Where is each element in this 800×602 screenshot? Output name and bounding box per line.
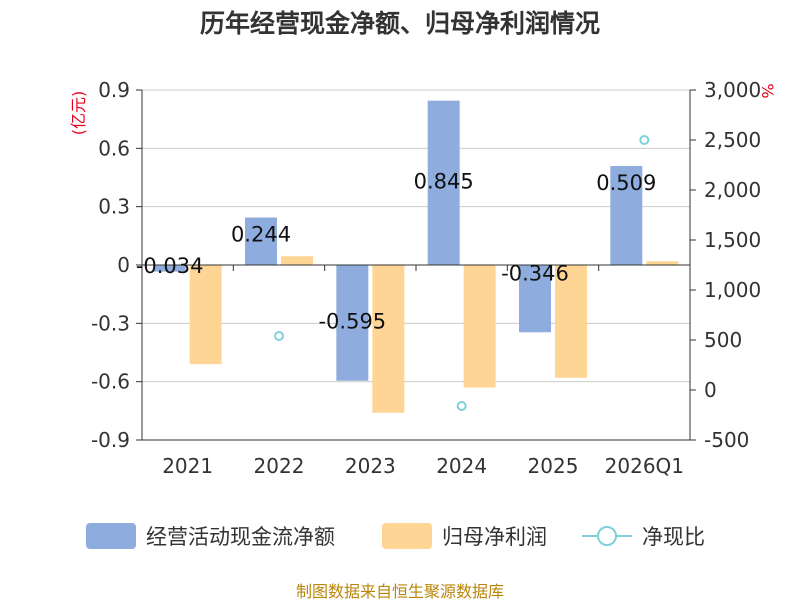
- chart-title: 历年经营现金净额、归母净利润情况: [199, 9, 600, 38]
- left-tick-label: 0.3: [98, 195, 130, 219]
- legend: 经营活动现金流净额 归母净利润 净现比: [86, 523, 705, 549]
- left-tick-label: 0.9: [98, 78, 130, 102]
- cashflow-data-label: -0.346: [501, 261, 569, 285]
- x-tick-label: 2026Q1: [605, 454, 684, 478]
- right-tick-label: 2,500: [704, 128, 761, 152]
- right-axis-unit: %: [758, 83, 777, 98]
- right-tick-label: 1,000: [704, 278, 761, 302]
- right-tick-label: 2,000: [704, 178, 761, 202]
- right-tick-label: 0: [704, 378, 717, 402]
- x-tick-label: 2023: [345, 454, 396, 478]
- netprofit-bar: [646, 261, 679, 265]
- ratio-points: [274, 135, 650, 411]
- data-labels: -0.034 0.244 -0.595 0.845 -0.346 0.509: [136, 170, 657, 334]
- cashflow-data-label: -0.034: [136, 254, 204, 278]
- legend-netprofit-label: 归母净利润: [442, 525, 547, 549]
- ratio-point: [639, 135, 650, 145]
- legend-ratio-marker: [597, 526, 617, 546]
- source-note: 制图数据来自恒生聚源数据库: [295, 582, 504, 601]
- cashflow-data-label: 0.244: [231, 223, 291, 247]
- cashflow-bar: [336, 265, 369, 381]
- cashflow-data-label: -0.595: [318, 310, 386, 334]
- right-tick-label: 500: [704, 328, 742, 352]
- cashflow-bar: [245, 217, 277, 265]
- bars: [153, 100, 679, 413]
- cashflow-data-label: 0.845: [414, 170, 474, 194]
- left-tick-label: -0.9: [91, 428, 130, 452]
- cashflow-bar: [153, 265, 186, 272]
- left-tick-label: -0.3: [91, 311, 130, 335]
- left-axis-unit: (亿元): [69, 91, 88, 136]
- x-tick-label: 2022: [254, 454, 305, 478]
- cashflow-bar: [610, 166, 643, 265]
- netprofit-bar: [463, 265, 496, 388]
- left-tick-label: -0.6: [91, 370, 130, 394]
- legend-cashflow-swatch: [86, 523, 136, 549]
- cashflow-data-label: 0.509: [596, 171, 656, 195]
- cashflow-bar: [519, 265, 551, 333]
- legend-netprofit-swatch: [382, 523, 432, 549]
- tick-labels: 0.9 0.6 0.3 0 -0.3 -0.6 -0.9 3,000 2,500 2,000 1,5…: [91, 78, 761, 478]
- cashflow-bar: [427, 100, 460, 265]
- x-tick-label: 2024: [436, 454, 487, 478]
- right-tick-label: -500: [704, 428, 749, 452]
- legend-cashflow-label: 经营活动现金流净额: [146, 525, 335, 549]
- netprofit-bar: [372, 265, 405, 413]
- legend-ratio-label: 净现比: [642, 525, 705, 549]
- left-tick-label: 0: [117, 253, 130, 277]
- x-tick-label: 2025: [528, 454, 579, 478]
- right-tick-label: 3,000: [704, 78, 761, 102]
- right-tick-label: 1,500: [704, 228, 761, 252]
- ratio-point: [456, 401, 467, 411]
- ratio-point: [274, 331, 284, 341]
- netprofit-bar: [555, 265, 587, 378]
- x-tick-label: 2021: [162, 454, 213, 478]
- axes: [136, 89, 696, 441]
- netprofit-bar: [189, 265, 222, 365]
- netprofit-bar: [281, 256, 313, 265]
- left-tick-label: 0.6: [98, 136, 130, 160]
